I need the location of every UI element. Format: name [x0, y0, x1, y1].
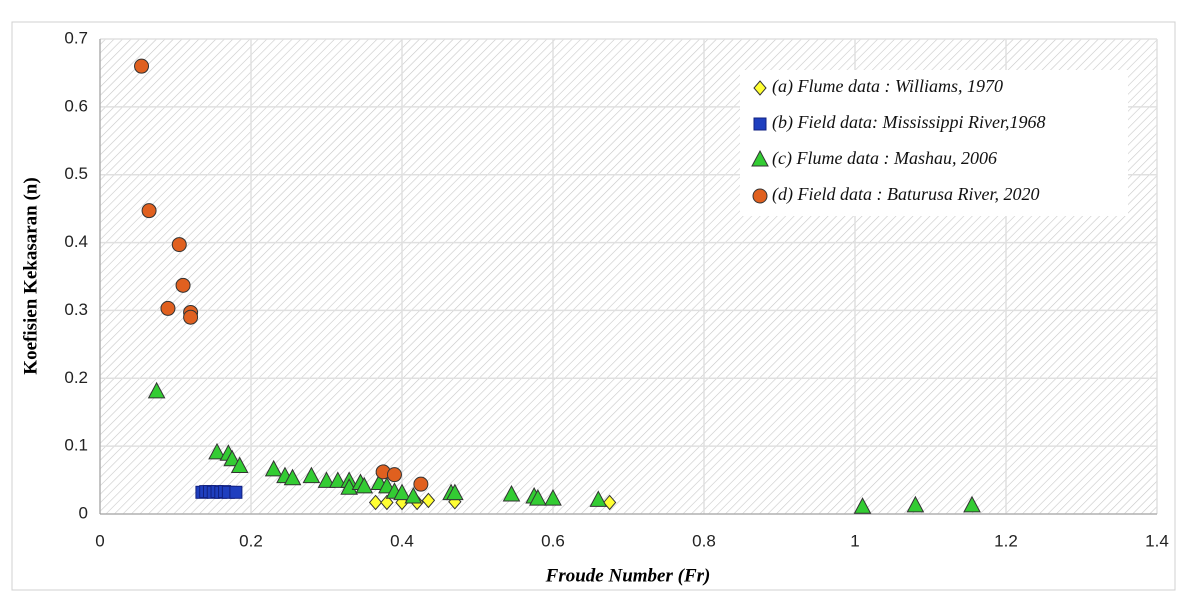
x-tick-label: 0.6 [541, 531, 565, 550]
marker [853, 497, 872, 514]
y-tick-label: 0.7 [64, 28, 88, 47]
marker [147, 381, 166, 399]
y-tick-label: 0.6 [64, 96, 88, 115]
y-tick-label: 0.1 [64, 436, 88, 455]
marker [413, 476, 429, 492]
x-tick-label: 1 [850, 531, 859, 550]
marker [404, 486, 423, 504]
marker [544, 489, 562, 506]
x-tick-label: 0.4 [390, 531, 414, 550]
marker [340, 478, 358, 495]
marker [529, 489, 547, 506]
marker [183, 309, 199, 325]
x-tick-label: 0 [95, 531, 104, 550]
legend-marker [753, 80, 767, 96]
marker [230, 456, 249, 473]
marker [368, 494, 383, 511]
y-tick-label: 0.3 [64, 300, 88, 319]
marker [602, 494, 617, 511]
marker [355, 476, 374, 494]
marker [963, 495, 981, 513]
marker [141, 203, 157, 219]
marker [393, 483, 411, 501]
legend-label: (c) Flume data : Mashau, 2006 [772, 148, 997, 169]
marker [134, 58, 150, 74]
x-tick-label: 0.8 [692, 531, 716, 550]
marker [380, 494, 394, 511]
marker [229, 485, 243, 499]
marker [302, 466, 321, 484]
marker [328, 471, 347, 488]
legend-marker [753, 117, 767, 131]
x-tick-label: 1.2 [994, 531, 1018, 550]
marker [264, 459, 283, 477]
marker [283, 468, 302, 486]
marker [175, 277, 191, 293]
marker [208, 442, 226, 460]
y-axis-title: Koefisien Kekasaran (n) [20, 177, 41, 374]
legend-marker [751, 149, 769, 167]
y-tick-label: 0.4 [64, 232, 88, 251]
marker [317, 471, 336, 488]
x-tick-label: 1.4 [1145, 531, 1169, 550]
marker [906, 495, 925, 513]
marker [160, 300, 176, 316]
x-axis-title: Froude Number (Fr) [545, 565, 711, 586]
marker [502, 484, 521, 502]
marker [171, 237, 187, 253]
y-tick-label: 0 [79, 503, 88, 522]
marker [223, 449, 241, 467]
x-tick-label: 0.2 [239, 531, 263, 550]
y-tick-label: 0.2 [64, 368, 88, 387]
marker [446, 483, 464, 501]
marker [589, 490, 608, 507]
legend-label: (a) Flume data : Williams, 1970 [772, 76, 1003, 97]
legend-label: (b) Field data: Mississippi River,1968 [772, 112, 1045, 133]
legend-label: (d) Field data : Baturusa River, 2020 [772, 184, 1039, 205]
marker [386, 467, 402, 483]
y-tick-label: 0.5 [64, 164, 88, 183]
legend-box [740, 70, 1128, 216]
marker [421, 492, 436, 509]
legend-marker [752, 188, 768, 204]
